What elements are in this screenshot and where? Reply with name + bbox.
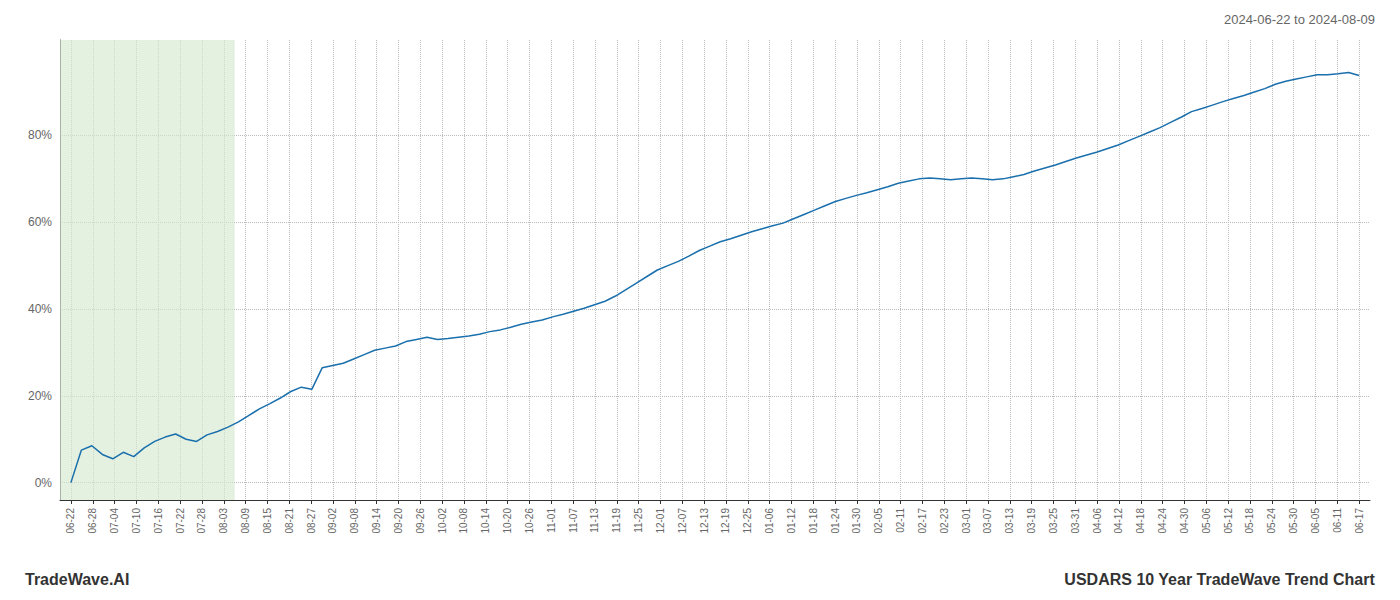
svg-text:01-30: 01-30 [851,508,862,534]
svg-text:03-07: 03-07 [982,508,993,534]
svg-text:60%: 60% [28,215,52,229]
svg-text:01-06: 01-06 [764,508,775,534]
svg-text:05-12: 05-12 [1223,508,1234,534]
svg-text:04-24: 04-24 [1157,508,1168,534]
svg-text:06-22: 06-22 [65,508,76,534]
svg-text:05-18: 05-18 [1244,508,1255,534]
svg-text:11-07: 11-07 [568,508,579,533]
svg-text:06-11: 06-11 [1332,508,1343,533]
svg-text:03-19: 03-19 [1026,508,1037,534]
svg-text:11-19: 11-19 [611,508,622,533]
svg-text:04-30: 04-30 [1179,508,1190,534]
svg-text:10-20: 10-20 [502,508,513,534]
svg-text:07-28: 07-28 [196,508,207,534]
svg-text:08-27: 08-27 [306,508,317,534]
svg-text:TradeWave.AI: TradeWave.AI [25,571,129,588]
svg-text:09-20: 09-20 [393,508,404,534]
svg-text:05-06: 05-06 [1201,508,1212,534]
svg-text:03-31: 03-31 [1070,508,1081,534]
svg-text:12-01: 12-01 [655,508,666,534]
svg-text:07-22: 07-22 [175,508,186,534]
svg-text:08-09: 08-09 [240,508,251,534]
svg-text:12-25: 12-25 [742,508,753,534]
svg-text:06-28: 06-28 [87,508,98,534]
svg-text:03-25: 03-25 [1048,508,1059,534]
svg-text:10-14: 10-14 [480,508,491,534]
svg-text:09-14: 09-14 [371,508,382,534]
svg-text:07-10: 07-10 [131,508,142,534]
svg-text:11-01: 11-01 [546,508,557,533]
svg-text:40%: 40% [28,302,52,316]
svg-text:04-18: 04-18 [1135,508,1146,534]
svg-text:12-07: 12-07 [677,508,688,534]
svg-text:10-08: 10-08 [458,508,469,534]
svg-text:04-12: 04-12 [1113,508,1124,534]
svg-text:08-15: 08-15 [262,508,273,534]
svg-text:06-05: 06-05 [1310,508,1321,534]
svg-text:12-13: 12-13 [699,508,710,534]
svg-text:2024-06-22 to 2024-08-09: 2024-06-22 to 2024-08-09 [1224,12,1375,27]
svg-text:08-21: 08-21 [284,508,295,534]
svg-text:08-03: 08-03 [218,508,229,534]
svg-text:05-24: 05-24 [1266,508,1277,534]
svg-text:20%: 20% [28,389,52,403]
svg-text:05-30: 05-30 [1288,508,1299,534]
svg-text:11-13: 11-13 [589,508,600,533]
svg-text:06-17: 06-17 [1354,508,1365,534]
svg-text:04-06: 04-06 [1092,508,1103,534]
svg-text:09-02: 09-02 [327,508,338,534]
svg-text:09-08: 09-08 [349,508,360,534]
svg-text:0%: 0% [35,476,53,490]
svg-text:01-12: 01-12 [786,508,797,534]
svg-text:11-25: 11-25 [633,508,644,533]
svg-text:USDARS 10 Year TradeWave Trend: USDARS 10 Year TradeWave Trend Chart [1064,571,1375,588]
svg-text:03-01: 03-01 [961,508,972,534]
svg-text:03-13: 03-13 [1004,508,1015,534]
svg-text:80%: 80% [28,128,52,142]
svg-text:01-18: 01-18 [808,508,819,534]
svg-text:01-24: 01-24 [830,508,841,534]
svg-text:02-17: 02-17 [917,508,928,534]
svg-text:09-26: 09-26 [415,508,426,534]
svg-text:10-26: 10-26 [524,508,535,534]
svg-text:07-04: 07-04 [109,508,120,534]
svg-text:07-16: 07-16 [153,508,164,534]
svg-text:02-11: 02-11 [895,508,906,533]
svg-text:10-02: 10-02 [437,508,448,534]
svg-text:02-23: 02-23 [939,508,950,534]
svg-text:12-19: 12-19 [720,508,731,534]
svg-text:02-05: 02-05 [873,508,884,534]
